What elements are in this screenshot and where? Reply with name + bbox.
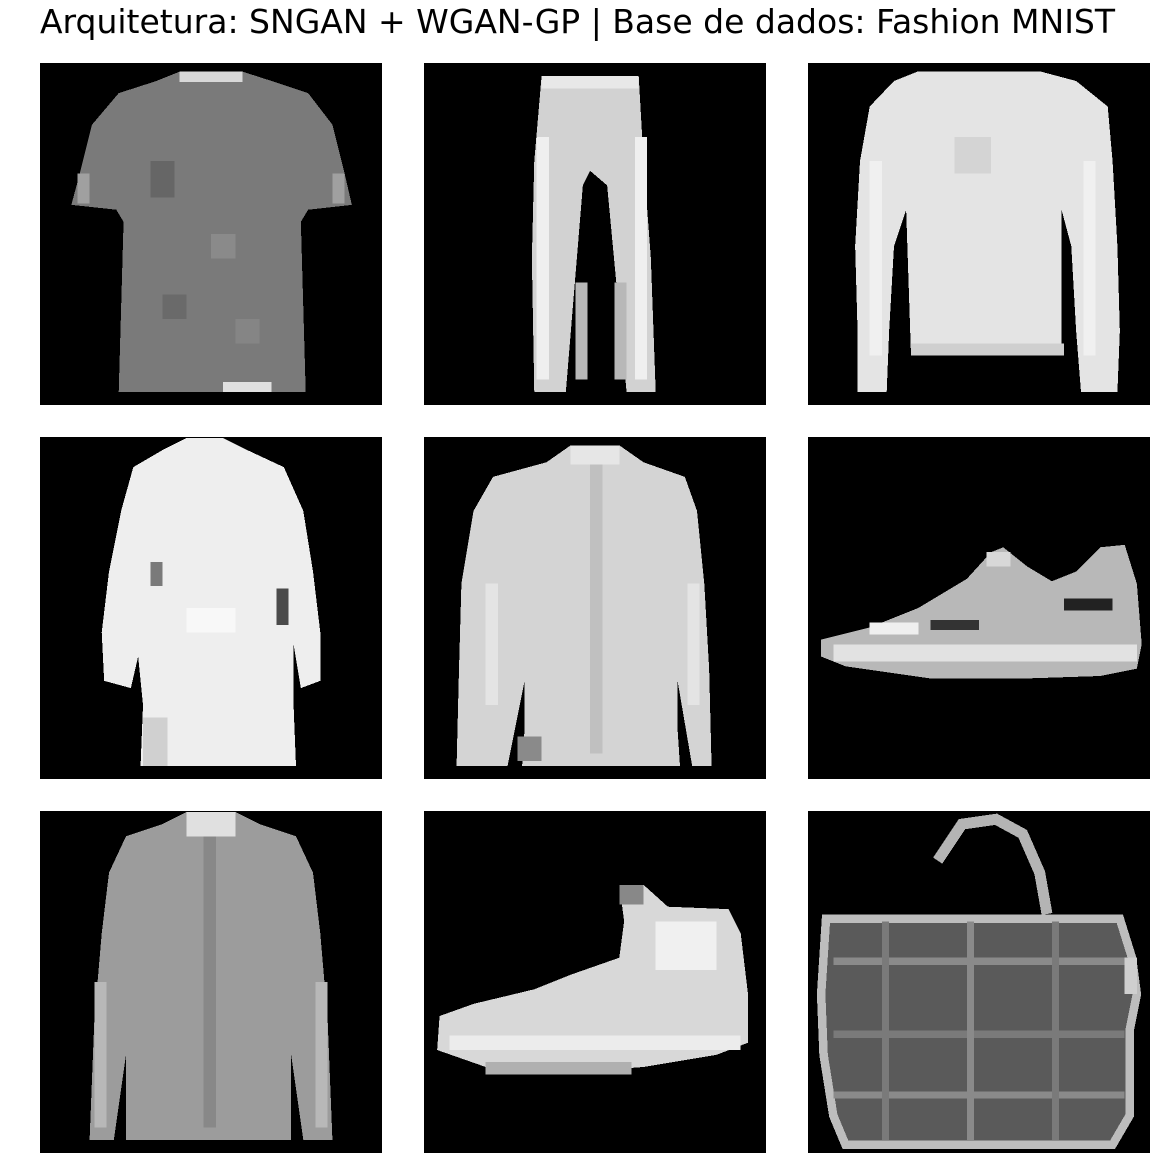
sample-shirt: [424, 437, 766, 779]
sample-dress: [40, 437, 382, 779]
sample-ankle-boot: [424, 811, 766, 1153]
sample-trousers: [424, 63, 766, 405]
sample-sneaker: [808, 437, 1150, 779]
sample-shirt-gray: [40, 811, 382, 1153]
sample-bag: [808, 811, 1150, 1153]
sample-tshirt: [40, 63, 382, 405]
figure-title: Arquitetura: SNGAN + WGAN-GP | Base de d…: [39, 2, 1116, 41]
sample-pullover: [808, 63, 1150, 405]
